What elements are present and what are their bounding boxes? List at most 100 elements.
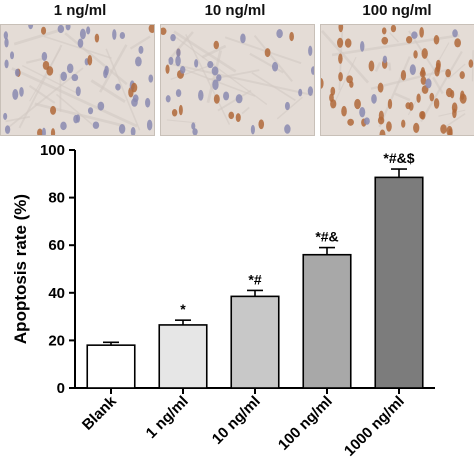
nucleus [41, 127, 46, 135]
nucleus [4, 59, 9, 69]
nucleus [118, 124, 126, 134]
apoptosis-bar-chart: 0 20 40 60 80 100 Apoptosis rate (%) Blank * 1 ng… [11, 142, 435, 460]
nucleus [298, 88, 303, 97]
x-tick-label: 100 ng/ml [275, 393, 336, 454]
y-tick-label: 20 [48, 332, 65, 349]
nucleus [452, 29, 458, 38]
stained-nucleus [405, 102, 411, 110]
nucleus [223, 91, 230, 101]
stained-nucleus [381, 36, 389, 45]
nucleus [308, 45, 313, 56]
stained-nucleus [50, 128, 56, 135]
stained-nucleus [378, 110, 384, 121]
stained-nucleus [419, 27, 424, 38]
panel-label-2: 10 ng/ml [204, 2, 266, 19]
y-tick-label: 40 [48, 285, 65, 302]
stained-nucleus [390, 25, 397, 33]
nucleus [135, 56, 142, 67]
stained-nucleus [433, 98, 440, 109]
stained-nucleus [87, 54, 93, 66]
nucleus [145, 97, 151, 108]
nucleus [131, 98, 138, 107]
nucleus [250, 124, 255, 135]
stained-nucleus [94, 33, 100, 43]
stained-nucleus [434, 66, 440, 77]
y-tick-label: 80 [48, 190, 65, 207]
significance-label: *# [248, 271, 261, 287]
nucleus [4, 37, 9, 48]
nucleus [411, 31, 418, 39]
nucleus [284, 101, 290, 111]
nucleus [363, 117, 370, 125]
nucleus [168, 56, 174, 65]
nucleus [60, 71, 68, 82]
stained-nucleus [289, 31, 294, 42]
stained-nucleus [338, 72, 343, 82]
nucleus [207, 60, 214, 69]
nucleus [216, 74, 222, 82]
stained-nucleus [148, 25, 154, 33]
nucleus [192, 128, 198, 135]
stained-nucleus [41, 26, 47, 35]
nucleus [75, 114, 81, 123]
nucleus [276, 29, 283, 39]
stained-nucleus [213, 94, 220, 104]
nucleus [86, 26, 91, 35]
stained-nucleus [413, 122, 420, 134]
micrograph-panel-3 [320, 24, 474, 136]
nucleus [71, 74, 79, 82]
nucleus [77, 38, 84, 48]
significance-label: *#& [315, 229, 338, 245]
x-tick-label: 1 ng/ml [143, 393, 192, 442]
nucleus [3, 31, 8, 40]
nucleus [19, 86, 24, 97]
nucleus [310, 66, 314, 75]
micrograph-panel-1 [0, 24, 155, 136]
stained-nucleus [379, 129, 386, 135]
nucleus [211, 66, 219, 76]
bar [158, 324, 208, 389]
stained-nucleus [161, 27, 167, 36]
x-tick-label: Blank [79, 392, 120, 433]
stained-nucleus [341, 105, 347, 117]
stained-nucleus [329, 93, 334, 103]
panel-label-3: 100 ng/ml [362, 2, 432, 19]
y-tick-label: 0 [57, 380, 65, 397]
stained-nucleus [413, 50, 418, 59]
nucleus [165, 95, 171, 103]
x-tick-label: 1000 ng/ml [341, 393, 408, 460]
stained-nucleus [429, 92, 435, 102]
nucleus [175, 55, 181, 67]
nucleus [92, 121, 100, 129]
stained-nucleus [264, 48, 271, 58]
stained-nucleus [213, 40, 220, 50]
micrograph-image-1 [1, 25, 154, 135]
stained-nucleus [419, 111, 425, 120]
nucleus [359, 106, 366, 118]
nucleus [130, 126, 136, 135]
nucleus [175, 89, 182, 98]
nucleus [382, 55, 388, 64]
stained-nucleus [349, 80, 354, 88]
nucleus [87, 107, 94, 115]
stained-nucleus [400, 69, 407, 81]
nucleus [10, 51, 15, 60]
stained-nucleus [338, 25, 344, 33]
nucleus [112, 29, 117, 40]
nucleus [65, 25, 71, 31]
nucleus [148, 74, 154, 83]
nucleus [371, 93, 377, 104]
stained-nucleus [321, 78, 324, 89]
bar [302, 253, 352, 389]
y-tick-label: 60 [48, 237, 65, 254]
nucleus [425, 78, 432, 89]
x-tick-label: 10 ng/ml [209, 393, 264, 448]
nucleus [240, 33, 246, 44]
stained-nucleus [165, 64, 170, 74]
stained-nucleus [338, 53, 343, 64]
bar [86, 344, 136, 389]
nucleus [138, 45, 144, 54]
stained-nucleus [42, 60, 50, 70]
nucleus [235, 94, 243, 104]
nucleus [41, 51, 48, 61]
